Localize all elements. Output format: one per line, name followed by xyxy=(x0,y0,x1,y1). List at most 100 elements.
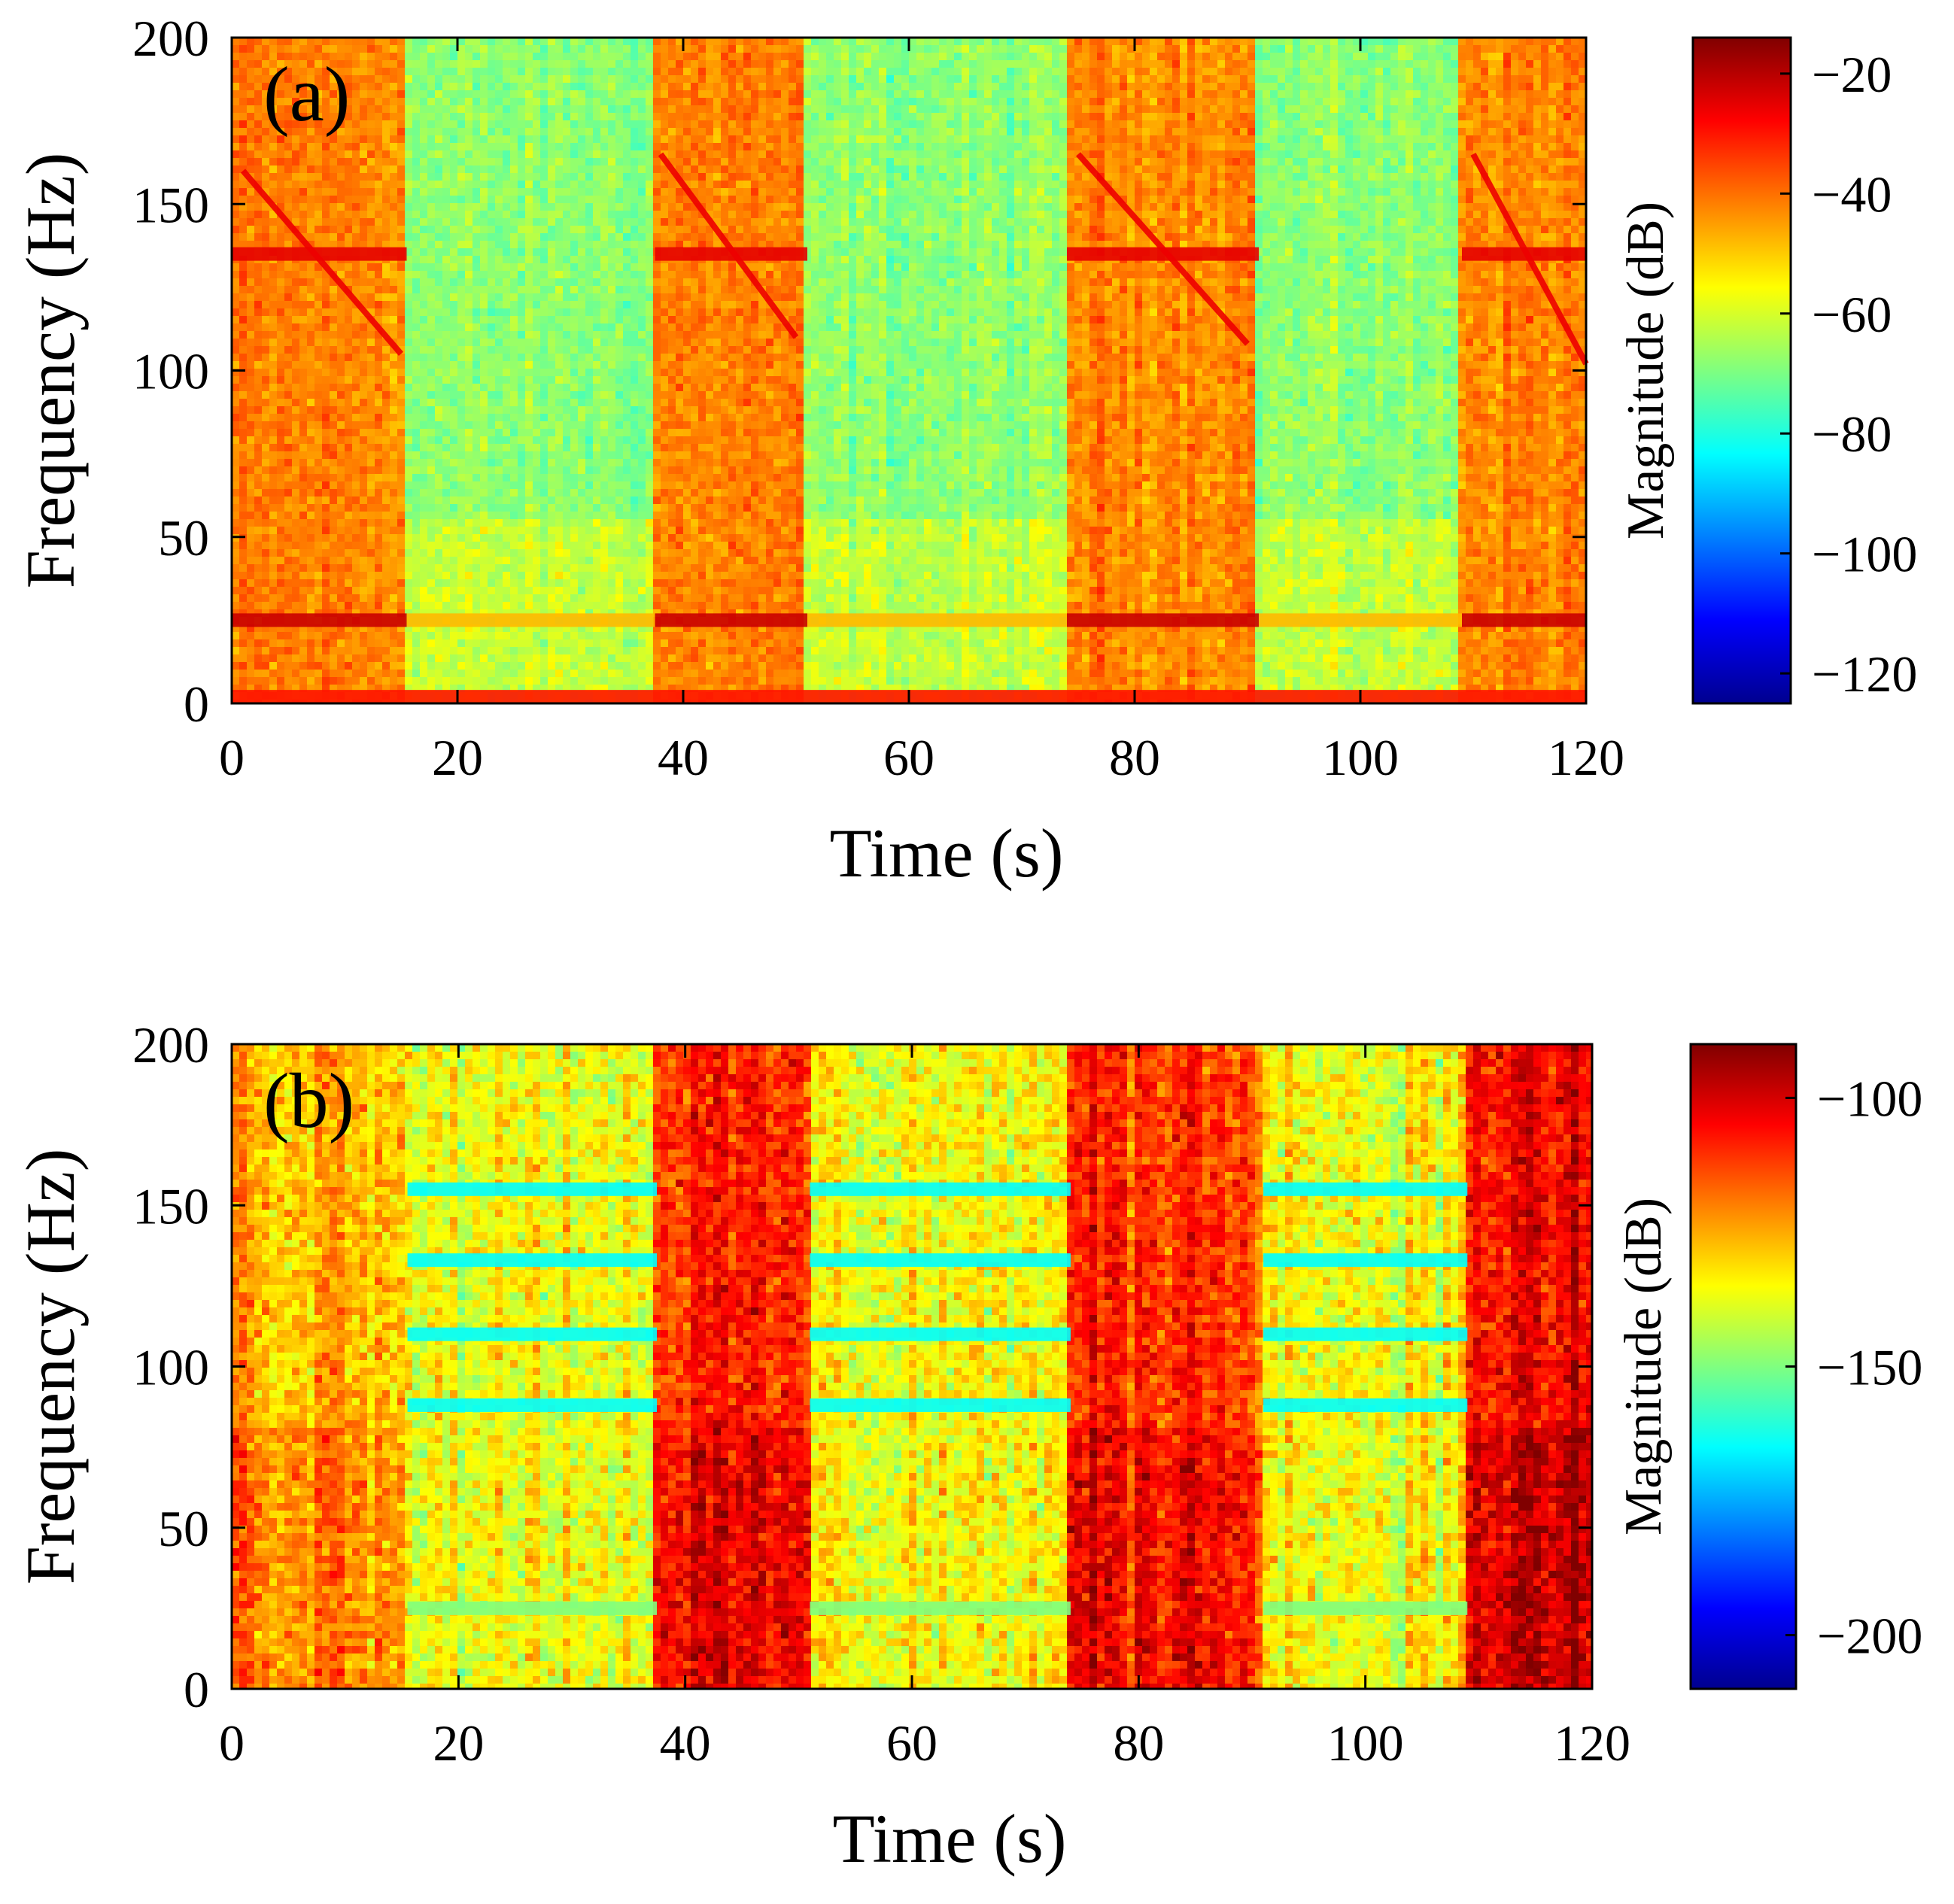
heatmap-cell xyxy=(345,68,352,75)
heatmap-cell xyxy=(239,90,247,98)
heatmap-cell xyxy=(262,211,269,218)
heatmap-cell xyxy=(608,316,615,323)
heatmap-cell xyxy=(239,346,247,354)
heatmap-cell xyxy=(450,406,457,414)
heatmap-cell xyxy=(337,308,345,316)
heatmap-cell xyxy=(299,519,307,527)
heatmap-cell xyxy=(269,158,277,165)
heatmap-cell xyxy=(292,459,299,466)
heatmap-cell xyxy=(495,354,503,361)
heatmap-cell xyxy=(510,647,518,654)
heatmap-cell xyxy=(593,226,600,233)
heatmap-cell xyxy=(593,504,600,512)
heatmap-cell xyxy=(615,670,623,677)
heatmap-cell xyxy=(510,384,518,391)
heatmap-cell xyxy=(631,451,638,459)
heatmap-cell xyxy=(284,271,292,278)
heatmap-cell xyxy=(615,474,623,481)
heatmap-cell xyxy=(367,429,375,436)
heatmap-cell xyxy=(600,150,608,158)
heatmap-cell xyxy=(299,436,307,444)
heatmap-cell xyxy=(533,549,540,557)
heatmap-cell xyxy=(277,181,284,188)
heatmap-cell xyxy=(315,481,322,489)
heatmap-cell xyxy=(615,60,623,68)
heatmap-cell xyxy=(623,572,631,579)
heatmap-cell xyxy=(375,233,382,241)
heatmap-cell xyxy=(360,512,367,519)
heatmap-cell xyxy=(277,504,284,512)
heatmap-cell xyxy=(480,120,488,128)
heatmap-cell xyxy=(337,53,345,60)
heatmap-cell xyxy=(315,557,322,564)
heatmap-cell xyxy=(533,557,540,564)
heatmap-cell xyxy=(638,564,646,572)
heatmap-cell xyxy=(488,414,495,421)
heatmap-cell xyxy=(427,602,435,609)
heatmap-cell xyxy=(638,429,646,436)
heatmap-cell xyxy=(435,354,442,361)
heatmap-cell xyxy=(548,188,555,196)
heatmap-cell xyxy=(548,226,555,233)
heatmap-cell xyxy=(254,609,262,617)
heatmap-cell xyxy=(420,474,427,481)
heatmap-cell xyxy=(337,331,345,339)
heatmap-cell xyxy=(570,406,578,414)
heatmap-cell xyxy=(563,534,570,542)
heatmap-cell xyxy=(322,150,330,158)
heatmap-cell xyxy=(488,256,495,263)
heatmap-cell xyxy=(284,90,292,98)
heatmap-cell xyxy=(435,504,442,512)
heatmap-cell xyxy=(397,271,405,278)
heatmap-cell xyxy=(322,662,330,670)
heatmap-cell xyxy=(480,436,488,444)
heatmap-cell xyxy=(623,53,631,60)
heatmap-cell xyxy=(337,233,345,241)
heatmap-cell xyxy=(638,662,646,670)
heatmap-cell xyxy=(608,542,615,549)
heatmap-cell xyxy=(570,331,578,339)
heatmap-cell xyxy=(457,218,465,226)
heatmap-cell xyxy=(247,150,254,158)
heatmap-cell xyxy=(495,286,503,293)
heatmap-cell xyxy=(585,60,593,68)
heatmap-cell xyxy=(518,278,525,286)
heatmap-cell xyxy=(646,451,653,459)
heatmap-cell xyxy=(503,564,510,572)
heatmap-cell xyxy=(345,414,352,421)
heatmap-cell xyxy=(247,83,254,90)
heatmap-cell xyxy=(420,594,427,602)
heatmap-cell xyxy=(533,286,540,293)
heatmap-cell xyxy=(570,496,578,504)
heatmap-cell xyxy=(518,549,525,557)
heatmap-cell xyxy=(450,233,457,241)
heatmap-cell xyxy=(315,579,322,587)
heatmap-cell xyxy=(232,113,239,120)
heatmap-cell xyxy=(488,53,495,60)
heatmap-cell xyxy=(337,120,345,128)
heatmap-cell xyxy=(345,361,352,369)
heatmap-cell xyxy=(548,60,555,68)
heatmap-cell xyxy=(480,459,488,466)
heatmap-cell xyxy=(548,278,555,286)
heatmap-cell xyxy=(322,549,330,557)
heatmap-cell xyxy=(623,685,631,692)
heatmap-cell xyxy=(638,331,646,339)
heatmap-cell xyxy=(435,557,442,564)
heatmap-cell xyxy=(442,90,450,98)
heatmap-cell xyxy=(412,301,420,308)
heatmap-cell xyxy=(360,241,367,248)
heatmap-cell xyxy=(345,504,352,512)
heatmap-cell xyxy=(623,504,631,512)
heatmap-cell xyxy=(646,384,653,391)
heatmap-cell xyxy=(427,527,435,534)
heatmap-cell xyxy=(540,429,548,436)
heatmap-cell xyxy=(435,549,442,557)
heatmap-cell xyxy=(525,654,533,662)
heatmap-cell xyxy=(412,542,420,549)
heatmap-cell xyxy=(450,323,457,331)
heatmap-cell xyxy=(367,557,375,564)
heatmap-cell xyxy=(518,256,525,263)
heatmap-cell xyxy=(465,301,473,308)
heatmap-cell xyxy=(390,444,397,451)
